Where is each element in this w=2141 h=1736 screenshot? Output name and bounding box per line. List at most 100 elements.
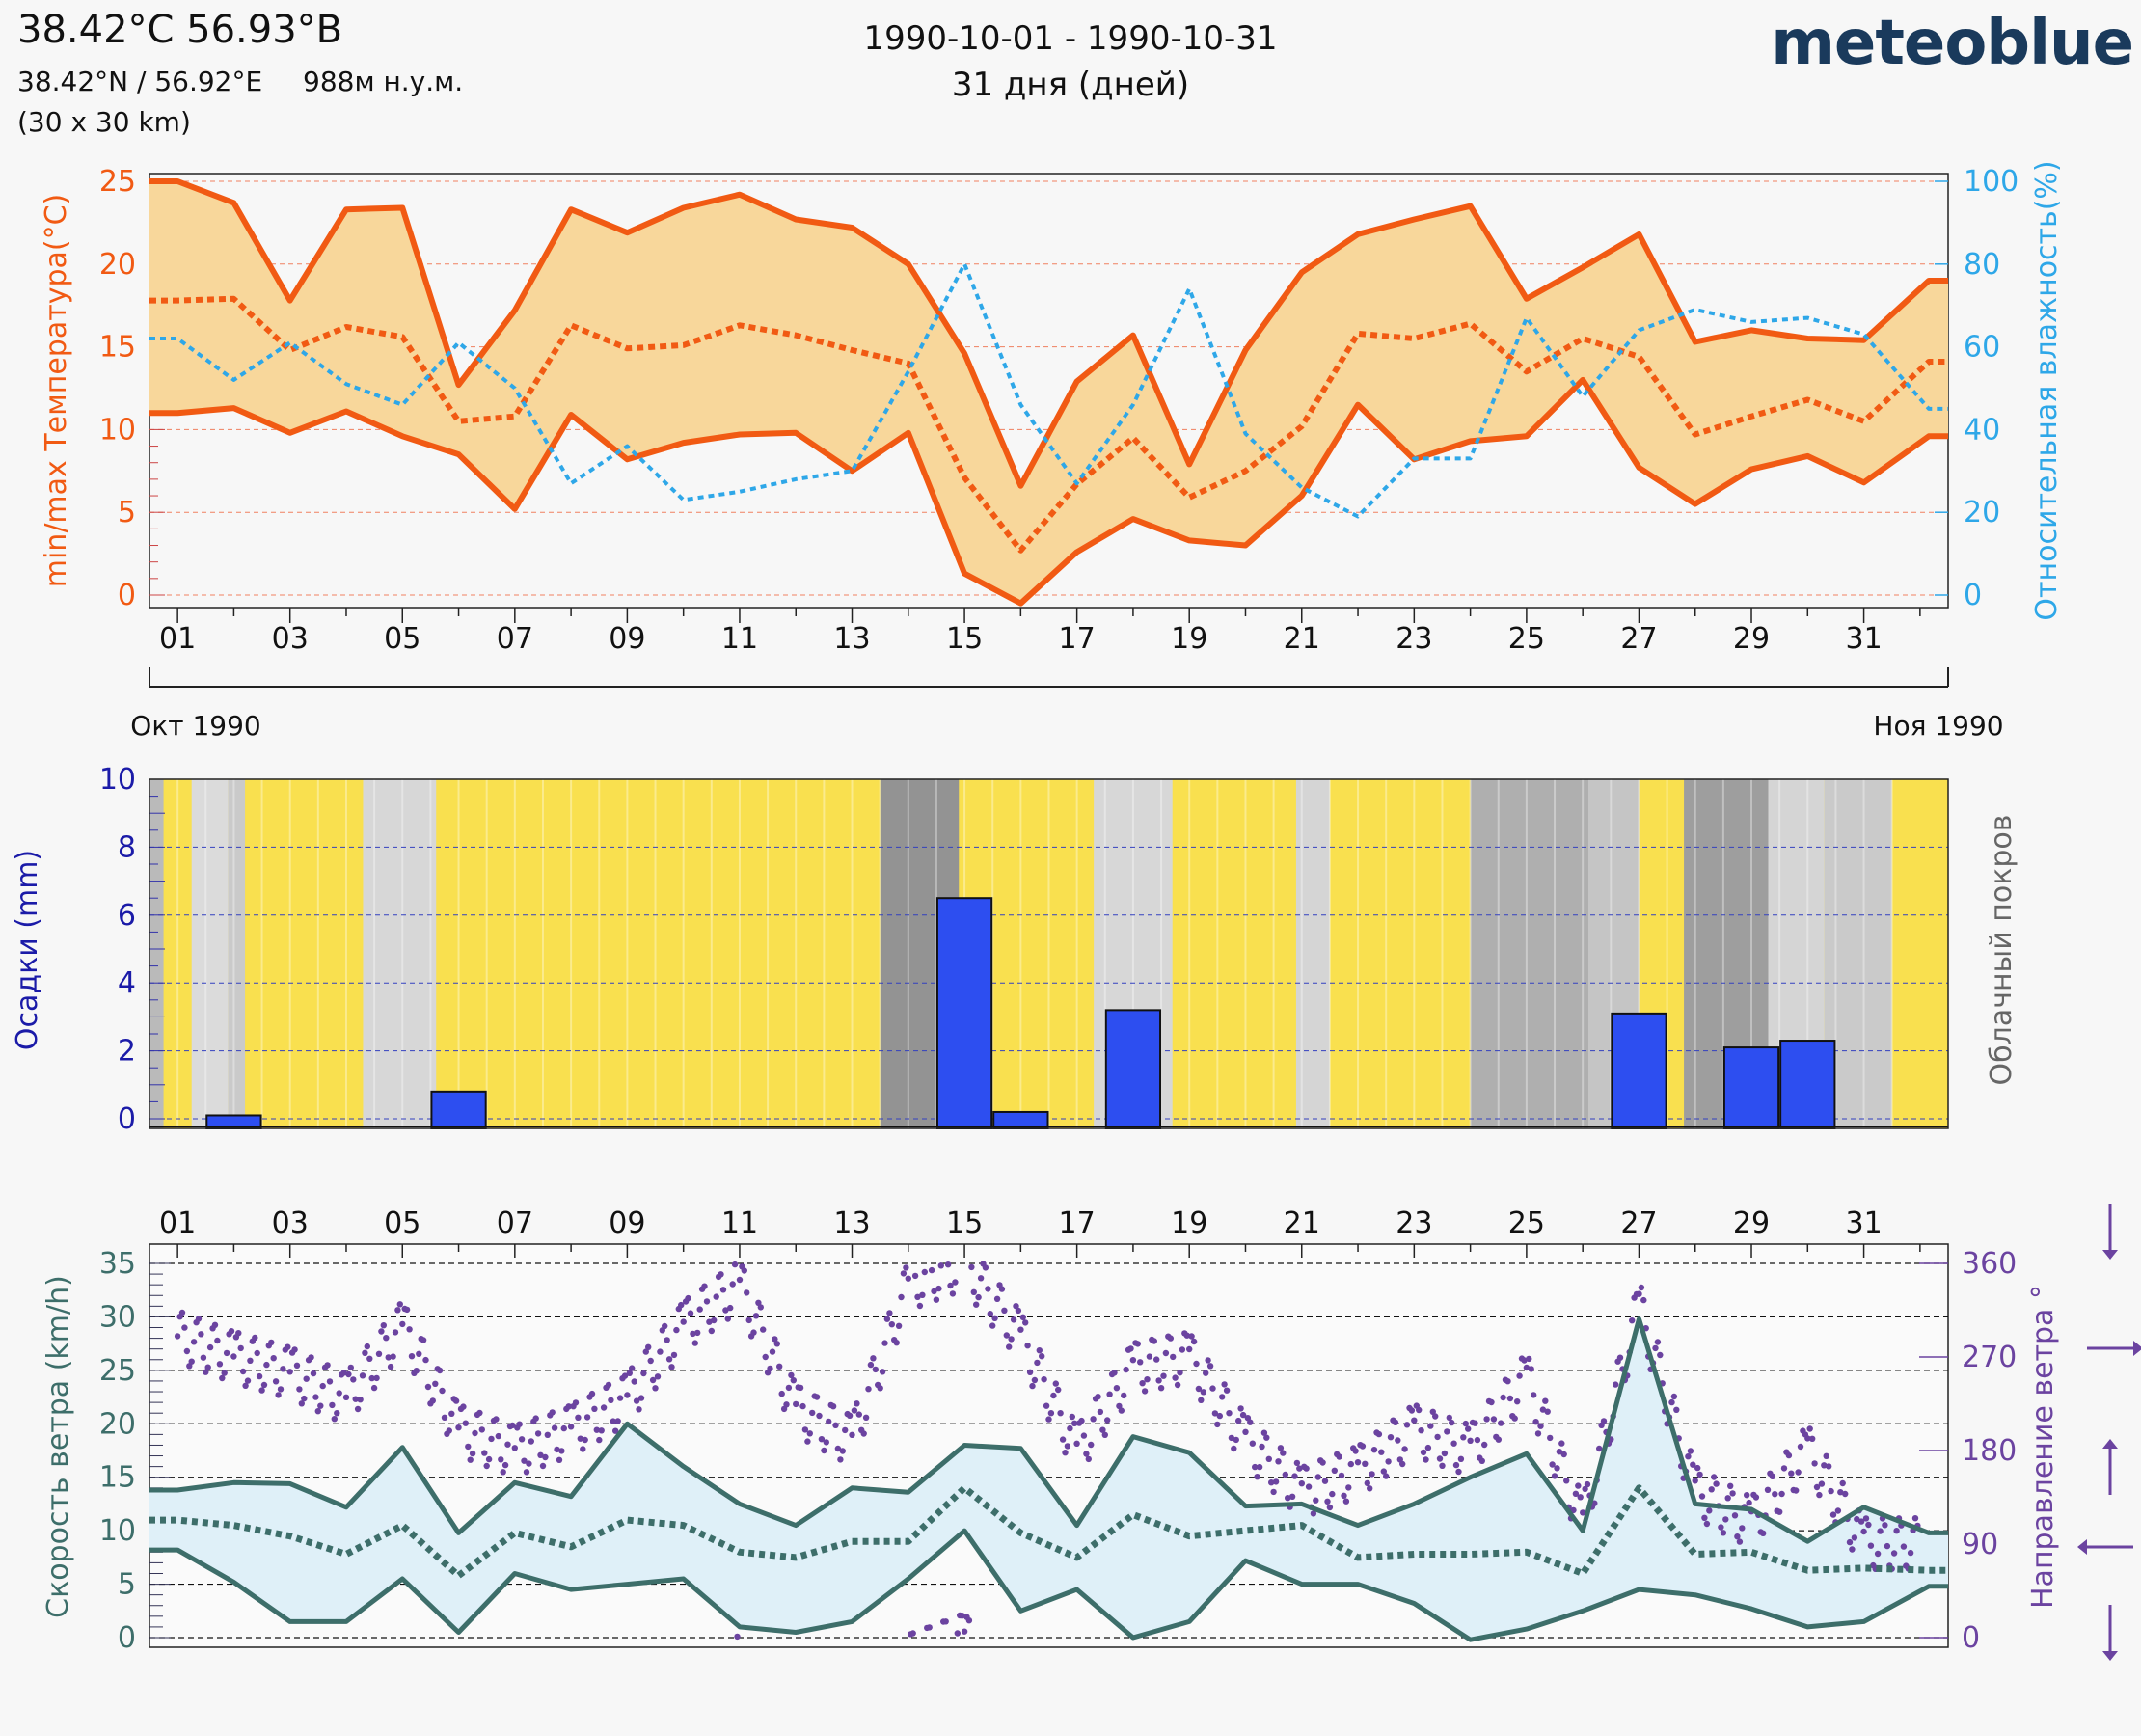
wind-direction-dot bbox=[818, 1436, 826, 1443]
wind-direction-dot bbox=[1596, 1445, 1603, 1452]
wind-direction-dot bbox=[1233, 1436, 1240, 1444]
wind-direction-dot bbox=[1769, 1473, 1776, 1480]
wind-direction-dot bbox=[1434, 1433, 1441, 1441]
wind-direction-dot bbox=[1285, 1495, 1291, 1502]
wind-direction-dot bbox=[898, 1293, 905, 1301]
temp-y-tick-label: 0 bbox=[118, 579, 136, 612]
wind-direction-dot bbox=[1177, 1370, 1183, 1376]
wind-direction-dot bbox=[849, 1431, 855, 1439]
wind-direction-dot bbox=[235, 1330, 242, 1337]
wind-direction-dot bbox=[631, 1378, 637, 1385]
wind-direction-dot bbox=[1854, 1515, 1860, 1523]
temp-y-tick-label: 25 bbox=[99, 165, 136, 199]
wind-direction-dot bbox=[1685, 1453, 1692, 1460]
humidity-y-tick-label: 40 bbox=[1964, 413, 2000, 447]
wind-direction-dot bbox=[1069, 1413, 1076, 1421]
wind-direction-dot bbox=[823, 1439, 829, 1446]
wind-direction-dot bbox=[703, 1298, 711, 1305]
wind-direction-dot bbox=[1429, 1408, 1437, 1416]
wind-direction-dot bbox=[1804, 1435, 1811, 1442]
wind-direction-dot bbox=[629, 1365, 636, 1371]
wind-direction-dot bbox=[352, 1396, 359, 1402]
wind-direction-dot bbox=[1452, 1461, 1460, 1469]
direction-y-tick-label: 270 bbox=[1962, 1341, 2017, 1374]
wind-x-tick-label: 03 bbox=[272, 1207, 309, 1240]
wind-direction-dot bbox=[204, 1364, 211, 1370]
wind-direction-dot bbox=[312, 1394, 319, 1400]
wind-direction-dot bbox=[1842, 1490, 1849, 1498]
wind-direction-dot bbox=[1701, 1514, 1708, 1522]
wind-direction-dot bbox=[1367, 1485, 1373, 1492]
humidity-y-axis-label: Относительная влажность(%) bbox=[2030, 160, 2064, 620]
wind-direction-dot bbox=[1811, 1460, 1818, 1467]
wind-direction-dot bbox=[626, 1370, 633, 1377]
wind-direction-dot bbox=[1690, 1461, 1696, 1468]
wind-direction-dot bbox=[926, 1624, 933, 1631]
wind-direction-dot bbox=[1221, 1381, 1228, 1388]
wind-direction-dot bbox=[1638, 1284, 1645, 1291]
wind-y-axis-label: Скорость ветра (km/h) bbox=[41, 1275, 75, 1618]
wind-direction-dot bbox=[1326, 1504, 1334, 1511]
precip-bar bbox=[1611, 1012, 1667, 1130]
precip-bar bbox=[935, 897, 993, 1130]
wind-direction-dot bbox=[301, 1395, 308, 1402]
wind-direction-dot bbox=[736, 1276, 744, 1284]
coordinates: 38.42°N / 56.92°E 988м н.у.м. bbox=[17, 66, 463, 97]
wind-direction-dot bbox=[1214, 1421, 1221, 1428]
temp-x-tick-label: 03 bbox=[272, 622, 309, 656]
wind-direction-dot bbox=[446, 1427, 452, 1434]
wind-direction-dot bbox=[1219, 1394, 1226, 1400]
wind-direction-dot bbox=[560, 1424, 567, 1432]
precip-bar bbox=[1104, 1009, 1162, 1129]
wind-direction-dot bbox=[722, 1307, 729, 1314]
wind-direction-dot bbox=[916, 1302, 924, 1310]
wind-direction-dot bbox=[252, 1334, 258, 1342]
wind-direction-dot bbox=[1183, 1332, 1191, 1339]
wind-min-line bbox=[149, 1528, 1948, 1642]
wind-direction-dot bbox=[821, 1447, 827, 1454]
precip-y-tick-label: 0 bbox=[118, 1102, 136, 1136]
wind-direction-dot bbox=[1460, 1434, 1467, 1441]
wind-direction-dot bbox=[1198, 1397, 1205, 1404]
temp-max-line bbox=[149, 178, 1948, 489]
wind-direction-dot bbox=[1778, 1490, 1785, 1498]
wind-direction-dot bbox=[1785, 1451, 1793, 1459]
wind-direction-dot bbox=[485, 1455, 493, 1463]
cloud-cover-band bbox=[363, 779, 437, 1128]
wind-direction-dot bbox=[1347, 1460, 1355, 1468]
wind-direction-dot bbox=[799, 1402, 806, 1410]
wind-direction-dot bbox=[760, 1326, 767, 1333]
wind-direction-dot bbox=[198, 1331, 204, 1338]
wind-direction-dot bbox=[1580, 1509, 1586, 1516]
wind-direction-dot bbox=[608, 1397, 614, 1404]
wind-direction-dot bbox=[223, 1349, 230, 1357]
wind-direction-dot bbox=[441, 1414, 448, 1422]
wind-direction-dot bbox=[350, 1376, 357, 1383]
wind-direction-dot bbox=[1282, 1471, 1289, 1478]
wind-direction-dot bbox=[1780, 1465, 1788, 1472]
temp-x-tick-label: 29 bbox=[1733, 622, 1770, 656]
wind-direction-dot bbox=[1722, 1516, 1729, 1523]
wind-direction-dot bbox=[406, 1326, 413, 1333]
wind-direction-dot bbox=[1160, 1372, 1167, 1379]
wind-direction-dot bbox=[706, 1318, 713, 1325]
wind-direction-dot bbox=[565, 1403, 572, 1410]
wind-direction-dot bbox=[1739, 1525, 1746, 1532]
wind-direction-dot bbox=[1744, 1492, 1750, 1499]
wind-direction-dot bbox=[947, 1282, 954, 1289]
wind-direction-dot bbox=[1776, 1508, 1783, 1515]
wind-direction-dot bbox=[640, 1370, 647, 1377]
wind-direction-dot bbox=[1874, 1550, 1882, 1558]
wind-direction-dot bbox=[745, 1316, 752, 1324]
wind-direction-dot bbox=[1575, 1482, 1582, 1489]
wind-direction-dot bbox=[334, 1410, 340, 1417]
wind-direction-dot bbox=[813, 1394, 821, 1400]
wind-direction-dot bbox=[1694, 1464, 1701, 1472]
wind-direction-dot bbox=[345, 1370, 352, 1378]
wind-direction-dot bbox=[893, 1340, 900, 1346]
wind-direction-dot bbox=[298, 1400, 305, 1407]
wind-direction-dot bbox=[1490, 1416, 1498, 1423]
precip-y-tick-label: 6 bbox=[118, 899, 136, 933]
wind-direction-dot bbox=[1851, 1534, 1858, 1541]
wind-direction-dot bbox=[914, 1293, 921, 1301]
